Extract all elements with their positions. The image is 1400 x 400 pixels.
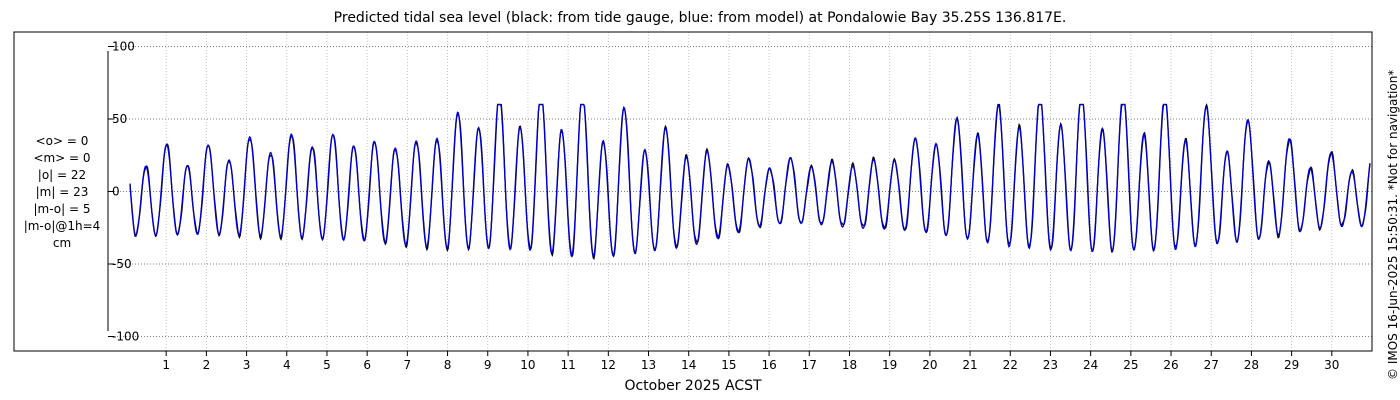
x-tick-label: 3 bbox=[243, 358, 251, 372]
stat-mean-model: <m> = 0 bbox=[33, 151, 91, 165]
x-tick-label: 29 bbox=[1284, 358, 1299, 372]
x-axis-label: October 2025 ACST bbox=[624, 378, 762, 394]
stats-panel: <o> = 0 <m> = 0 |o| = 22 |m| = 23 |m-o| … bbox=[14, 133, 110, 252]
plot-frame bbox=[13, 31, 1373, 352]
x-tick-label: 17 bbox=[802, 358, 817, 372]
x-tick-label: 13 bbox=[641, 358, 656, 372]
series-model-line bbox=[129, 103, 1371, 258]
stat-mean-observed: <o> = 0 bbox=[35, 134, 89, 148]
x-tick-label: 8 bbox=[444, 358, 452, 372]
x-tick-label: 5 bbox=[323, 358, 331, 372]
x-tick-label: 25 bbox=[1123, 358, 1138, 372]
x-axis: 1 2 3 4 5 6 7 8 9 10 11 12 13 14 15 16 17 18 19 20 21 22 23 24 2… bbox=[162, 351, 1339, 372]
stat-abs-diff: |m-o| = 5 bbox=[33, 202, 91, 216]
y-tick-label: 0 bbox=[112, 185, 120, 199]
chart-title: Predicted tidal sea level (black: from t… bbox=[333, 10, 1067, 26]
x-tick-label: 22 bbox=[1003, 358, 1018, 372]
stat-abs-diff-1h: |m-o|@1h=4 bbox=[23, 219, 101, 233]
x-tick-label: 15 bbox=[721, 358, 736, 372]
x-tick-label: 16 bbox=[761, 358, 776, 372]
x-tick-label: 23 bbox=[1043, 358, 1058, 372]
x-tick-label: 10 bbox=[520, 358, 535, 372]
x-tick-label: 1 bbox=[162, 358, 170, 372]
x-tick-label: 12 bbox=[601, 358, 616, 372]
x-tick-label: 4 bbox=[283, 358, 291, 372]
y-tick-label: 100 bbox=[112, 40, 135, 54]
x-tick-label: 20 bbox=[922, 358, 937, 372]
x-tick-label: 11 bbox=[560, 358, 575, 372]
x-tick-label: 27 bbox=[1204, 358, 1219, 372]
x-tick-label: 28 bbox=[1244, 358, 1259, 372]
stat-unit: cm bbox=[52, 236, 72, 250]
stat-abs-model: |m| = 23 bbox=[35, 185, 89, 199]
y-axis: -100 -50 0 50 100 bbox=[108, 40, 139, 344]
x-tick-label: 30 bbox=[1324, 358, 1339, 372]
x-tick-label: 26 bbox=[1163, 358, 1178, 372]
x-tick-label: 2 bbox=[203, 358, 211, 372]
x-tick-label: 19 bbox=[882, 358, 897, 372]
x-tick-label: 24 bbox=[1083, 358, 1098, 372]
x-tick-label: 21 bbox=[962, 358, 977, 372]
x-tick-label: 7 bbox=[404, 358, 412, 372]
y-tick-label: 50 bbox=[112, 112, 127, 126]
series bbox=[129, 103, 1371, 260]
x-tick-label: 18 bbox=[842, 358, 857, 372]
y-tick-label: -50 bbox=[112, 257, 132, 271]
x-tick-label: 14 bbox=[681, 358, 696, 372]
y-tick-label: -100 bbox=[112, 330, 139, 344]
x-tick-label: 6 bbox=[363, 358, 371, 372]
x-tick-label: 9 bbox=[484, 358, 492, 372]
stat-abs-observed: |o| = 22 bbox=[37, 168, 87, 182]
